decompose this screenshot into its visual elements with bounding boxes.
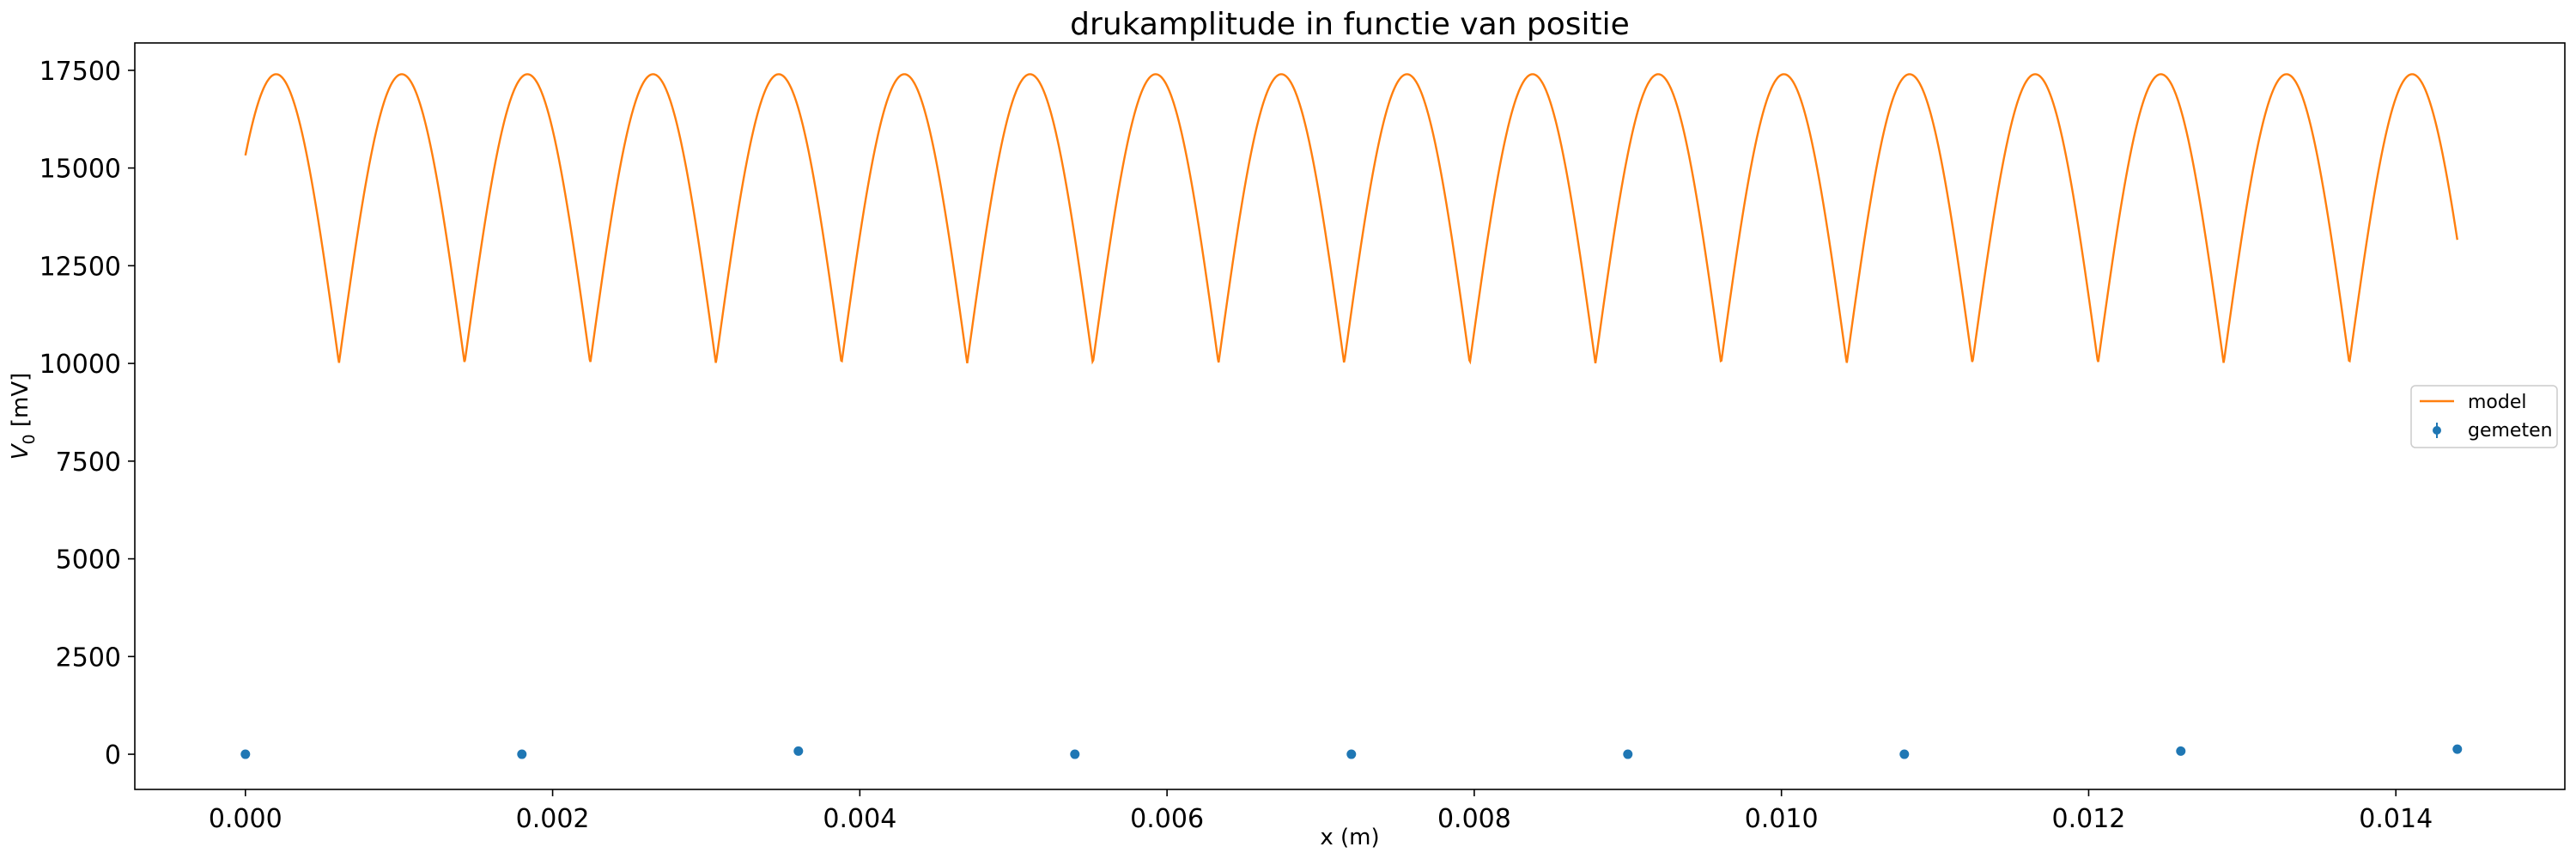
y-tick-label: 0 bbox=[105, 740, 121, 771]
gemeten-point bbox=[793, 746, 804, 756]
legend-swatch-gemeten bbox=[2433, 423, 2441, 438]
legend: model gemeten bbox=[2410, 385, 2558, 448]
series-gemeten bbox=[240, 744, 2463, 759]
y-tick-label: 7500 bbox=[56, 448, 121, 478]
gemeten-point bbox=[1899, 749, 1910, 759]
gemeten-point bbox=[517, 749, 527, 759]
axes-frame bbox=[134, 42, 2566, 790]
legend-label-gemeten: gemeten bbox=[2468, 420, 2553, 442]
plot-area bbox=[240, 73, 2463, 759]
y-tick-label: 2500 bbox=[56, 643, 121, 673]
x-tick-label: 0.002 bbox=[516, 804, 590, 834]
x-tick-label: 0.006 bbox=[1130, 804, 1204, 834]
x-tick-label: 0.008 bbox=[1437, 804, 1511, 834]
legend-label-model: model bbox=[2468, 392, 2527, 413]
gemeten-point bbox=[1070, 749, 1080, 759]
y-axis-label-subscript: 0 bbox=[20, 434, 39, 444]
gemeten-point bbox=[1346, 749, 1357, 759]
y-tick-label: 15000 bbox=[39, 155, 121, 185]
x-tick-label: 0.012 bbox=[2052, 804, 2126, 834]
series-model bbox=[244, 73, 2458, 365]
gemeten-point bbox=[2176, 746, 2186, 756]
x-axis-ticks: 0.000 0.002 0.004 0.006 0.008 0.010 0.012 0.014 bbox=[209, 789, 2433, 834]
y-axis-label-unit: [mV] bbox=[8, 373, 33, 435]
x-tick-label: 0.000 bbox=[209, 804, 283, 834]
y-tick-label: 5000 bbox=[56, 545, 121, 576]
gemeten-point bbox=[240, 749, 251, 759]
model-line bbox=[244, 73, 2458, 365]
x-axis-label: x (m) bbox=[1320, 825, 1379, 850]
chart-title: drukamplitude in functie van positie bbox=[1070, 7, 1630, 42]
x-tick-label: 0.004 bbox=[823, 804, 896, 834]
gemeten-point bbox=[1623, 749, 1633, 759]
x-tick-label: 0.010 bbox=[1745, 804, 1819, 834]
y-tick-label: 10000 bbox=[39, 350, 121, 380]
y-tick-label: 17500 bbox=[39, 57, 121, 87]
x-tick-label: 0.014 bbox=[2359, 804, 2433, 834]
y-axis-label: V0 [mV] bbox=[8, 373, 39, 460]
y-axis-label-main: V bbox=[8, 442, 33, 460]
y-tick-label: 12500 bbox=[39, 252, 121, 282]
y-axis-ticks: 0 2500 5000 7500 10000 12500 15000 17500 bbox=[39, 57, 135, 771]
gemeten-point bbox=[2452, 744, 2463, 754]
